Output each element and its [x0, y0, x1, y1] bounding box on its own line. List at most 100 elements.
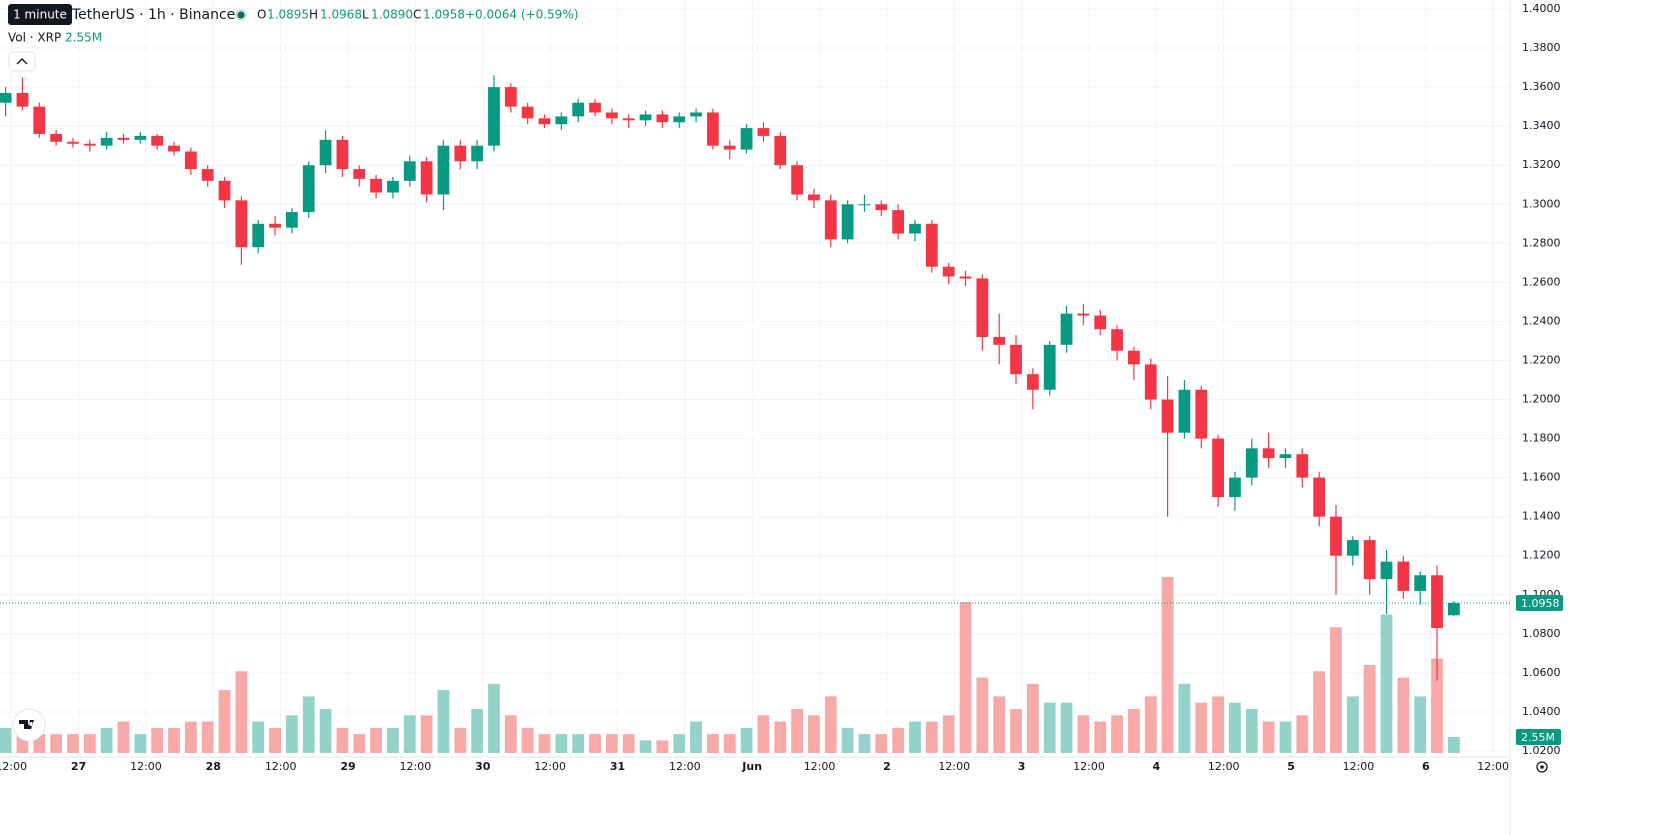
x-tick-label: 4: [1153, 760, 1161, 773]
volume-bar: [336, 727, 349, 753]
candle-body: [1128, 350, 1140, 365]
axes: 1.4000 1.3800 1.3600 1.3400 1.3200 1.3000 1.28…: [0, 2, 1563, 773]
volume-bar: [875, 734, 888, 753]
x-tick-label: 12:00: [804, 760, 836, 773]
volume-bar: [471, 708, 484, 753]
candle-body: [1397, 561, 1410, 591]
y-tick-label: 1.0400: [1522, 705, 1561, 718]
volume-bar: [1111, 715, 1123, 753]
x-tick-label: 31: [610, 760, 625, 773]
tooltip-box: [8, 4, 72, 25]
candle-body: [1195, 389, 1208, 439]
y-tick-label: 1.3000: [1522, 197, 1561, 210]
candle-body: [1431, 575, 1443, 628]
candle-body: [589, 102, 601, 113]
candle-body: [808, 194, 820, 201]
volume-bar: [555, 734, 568, 753]
settings[interactable]: [1536, 761, 1548, 773]
volume-bar: [1447, 736, 1460, 753]
x-tick-label: 27: [71, 760, 86, 773]
volume-bar: [67, 734, 79, 753]
x-tick-label: 12:00: [400, 760, 432, 773]
x-tick-label: 12:00: [534, 760, 566, 773]
volume-layer: [0, 576, 1460, 753]
volume-value: 2.55M: [65, 31, 102, 45]
volume-bar: [1279, 721, 1292, 753]
volume-bar: [639, 740, 652, 753]
volume-bar: [1380, 614, 1393, 753]
volume-bar: [1195, 702, 1208, 753]
candle-body: [942, 266, 955, 277]
candle-body: [353, 169, 366, 179]
volume-bar: [791, 708, 803, 753]
candle-body: [909, 223, 921, 234]
volume-bar: [1330, 627, 1342, 753]
volume-bar: [656, 740, 669, 753]
candle-body: [959, 276, 972, 279]
candle-body: [1245, 448, 1258, 478]
candle-body: [50, 133, 63, 142]
candle-body: [656, 114, 669, 123]
volume-bar: [151, 727, 164, 753]
candle-body: [471, 145, 484, 162]
y-tick-label: 1.0600: [1522, 666, 1561, 679]
volume-bar: [235, 671, 248, 753]
volume-bar: [757, 715, 770, 753]
candle-body: [892, 210, 905, 234]
candle-body: [235, 200, 248, 248]
change: +0.0064 (+0.59%): [465, 8, 578, 22]
last-price-tag: [1516, 594, 1563, 611]
volume-bar: [1431, 658, 1443, 753]
volume-bar: [100, 727, 113, 753]
x-tick-label: 12:00: [130, 760, 162, 773]
settings-dot: [1540, 765, 1544, 769]
x-tick-label: 12:00: [1477, 760, 1509, 773]
y-tick-label: 1.1600: [1522, 471, 1561, 484]
volume-bar: [1346, 696, 1359, 753]
candle-layer: [0, 75, 1460, 681]
candle-body: [0, 92, 12, 103]
candle-body: [67, 141, 79, 144]
y-tick-label: 1.0200: [1522, 744, 1561, 757]
volume-bar: [1128, 708, 1140, 753]
volume-title: Vol · XRP: [8, 31, 61, 45]
volume-bar: [1229, 702, 1241, 753]
volume-bar: [1060, 702, 1073, 753]
volume-bar: [286, 715, 298, 753]
volume-bar: [50, 734, 63, 753]
candle-body: [218, 180, 231, 201]
y-tick-label: 1.1800: [1522, 432, 1561, 445]
close-label: C: [413, 8, 421, 22]
volume-tag: [1516, 728, 1561, 745]
volume-bar: [824, 696, 837, 753]
y-tick-label: 1.3200: [1522, 158, 1561, 171]
candle-body: [1212, 438, 1224, 498]
volume-bar: [1144, 696, 1157, 753]
x-tick-label: 12:00: [265, 760, 297, 773]
candle-body: [1313, 477, 1326, 517]
volume-bar: [353, 734, 366, 753]
candle-body: [673, 116, 686, 123]
volume-bar: [976, 677, 989, 753]
x-tick-label: 6: [1422, 760, 1430, 773]
volume-bar: [707, 734, 719, 753]
candle-body: [1178, 389, 1191, 433]
candle-body: [454, 145, 467, 162]
candle-body: [201, 169, 214, 181]
candle-body: [1346, 540, 1359, 556]
candle-body: [252, 223, 265, 248]
candle-body: [33, 106, 46, 134]
logo[interactable]: [12, 708, 46, 742]
symbol[interactable]: TetherUS · 1h · Binance: [71, 7, 235, 23]
logo-mark: [19, 720, 34, 729]
collapse-button[interactable]: [8, 51, 36, 72]
candle-body: [1330, 516, 1342, 556]
candle-body: [370, 178, 382, 193]
volume-bar: [454, 727, 467, 753]
candle-body: [168, 145, 180, 152]
open-label: O: [257, 8, 266, 22]
volume-bar: [387, 727, 399, 753]
volume-bar: [1077, 715, 1090, 753]
